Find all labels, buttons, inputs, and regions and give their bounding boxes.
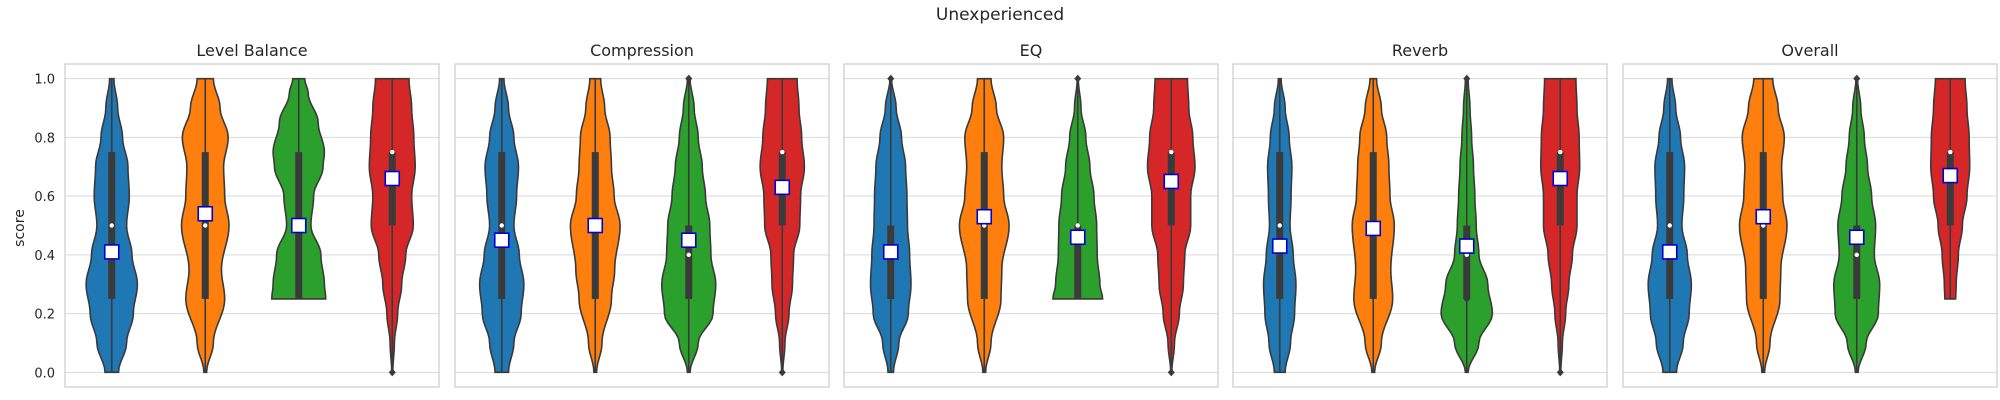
- violin: [1146, 77, 1196, 377]
- outlier-point: [1167, 368, 1175, 377]
- mean-marker: [1942, 167, 1959, 184]
- y-tick-label: 1.0: [34, 73, 55, 88]
- panel-reverb: Reverb: [1232, 41, 1608, 388]
- outlier-point: [887, 74, 895, 83]
- violin: [270, 77, 327, 300]
- violin-median: [1948, 149, 1953, 155]
- mean-marker: [197, 205, 214, 222]
- violin: [1832, 74, 1881, 374]
- panel-title: Compression: [590, 41, 694, 60]
- mean-marker: [976, 208, 993, 225]
- mean-marker: [1661, 244, 1678, 260]
- violin-median: [499, 223, 504, 228]
- mean-marker: [1271, 238, 1288, 254]
- violin: [569, 77, 621, 374]
- mean-marker: [882, 244, 899, 260]
- violin: [958, 77, 1010, 374]
- panel-frame: [1622, 63, 1998, 388]
- violin: [180, 77, 230, 374]
- mean-marker: [1163, 173, 1180, 190]
- violin: [1930, 77, 1971, 300]
- outlier-point: [1463, 294, 1471, 303]
- violin-iqr-box: [388, 152, 396, 226]
- violin-median: [1558, 149, 1563, 155]
- mean-marker: [493, 232, 510, 248]
- y-tick-label: 0.6: [34, 190, 55, 205]
- violin-median: [686, 252, 691, 258]
- violin-iqr-box: [1556, 152, 1564, 226]
- y-axis-label: score: [12, 209, 28, 247]
- violin-iqr-box: [1074, 225, 1082, 299]
- panel-frame: [64, 63, 440, 388]
- violin: [368, 77, 417, 377]
- mean-marker: [774, 179, 791, 196]
- violin: [85, 77, 139, 374]
- outlier-point: [778, 368, 786, 377]
- violin-iqr-box: [685, 225, 693, 299]
- violin-median: [1277, 223, 1282, 228]
- panel-title: EQ: [1020, 41, 1043, 60]
- violin: [1738, 77, 1788, 374]
- violin-iqr-box: [1463, 225, 1471, 299]
- violin: [1052, 74, 1104, 300]
- panel-title: Level Balance: [196, 41, 307, 60]
- mean-marker: [1365, 220, 1382, 237]
- outlier-point: [1853, 74, 1861, 83]
- panel-compression: Compression: [454, 41, 830, 388]
- violin: [478, 77, 525, 374]
- violin-median: [780, 149, 785, 155]
- figure-title: Unexperienced: [936, 5, 1064, 25]
- violin: [759, 77, 806, 377]
- violin-median: [390, 149, 395, 155]
- y-tick-label: 0.8: [34, 131, 55, 146]
- mean-marker: [1069, 229, 1086, 246]
- y-tick-label: 0.0: [34, 366, 55, 381]
- mean-marker: [1458, 238, 1475, 254]
- panel-eq: EQ: [843, 41, 1219, 388]
- violin: [1540, 77, 1581, 377]
- mean-marker: [1755, 208, 1772, 225]
- violin-iqr-box: [887, 225, 895, 299]
- panel-title: Overall: [1781, 41, 1838, 60]
- violin-median: [1854, 252, 1859, 258]
- panels: Level Balance 0.0 0.2 0.4 0.6 0.8 1.0 Compressi…: [34, 41, 1998, 388]
- outlier-point: [1074, 74, 1082, 83]
- outlier-point: [388, 368, 396, 377]
- panel-frame: [1232, 63, 1608, 388]
- violin: [869, 74, 912, 374]
- violin-iqr-box: [1946, 152, 1954, 226]
- outlier-point: [685, 74, 693, 83]
- y-tick-label: 0.4: [34, 249, 55, 264]
- violin-median: [1169, 149, 1174, 155]
- violin: [1351, 77, 1396, 374]
- mean-marker: [1848, 229, 1865, 246]
- violin-median: [109, 223, 114, 228]
- mean-marker: [103, 244, 120, 260]
- violin: [1440, 74, 1494, 374]
- violin: [660, 74, 717, 374]
- mean-marker: [587, 217, 604, 234]
- outlier-point: [1463, 74, 1471, 83]
- panel-overall: Overall: [1622, 41, 1998, 388]
- mean-marker: [384, 170, 401, 187]
- mean-marker: [680, 232, 697, 248]
- violin-median: [1075, 223, 1080, 228]
- violin-median: [203, 223, 208, 228]
- outlier-point: [1556, 368, 1564, 377]
- violin: [1647, 77, 1693, 374]
- y-tick-label: 0.2: [34, 308, 55, 323]
- violin-iqr-box: [1853, 225, 1861, 299]
- panel-level-balance: Level Balance 0.0 0.2 0.4 0.6 0.8 1.0: [34, 41, 440, 388]
- panel-title: Reverb: [1392, 41, 1448, 60]
- mean-marker: [290, 217, 307, 234]
- panel-frame: [843, 63, 1219, 388]
- violin: [1262, 77, 1297, 374]
- mean-marker: [1552, 170, 1569, 187]
- violin-median: [1667, 223, 1672, 228]
- panel-frame: [454, 63, 830, 388]
